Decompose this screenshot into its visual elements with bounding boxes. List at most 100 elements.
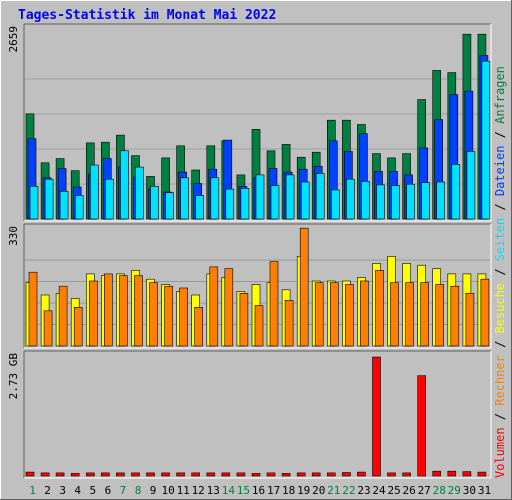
legend-entry: Volumen bbox=[493, 427, 507, 478]
bar-volumen-21 bbox=[326, 472, 336, 477]
x-tick-label: 31 bbox=[478, 484, 491, 497]
bar-volumen-3 bbox=[55, 472, 65, 477]
bar-volumen-7 bbox=[116, 472, 125, 477]
bar-seiten-14 bbox=[225, 188, 235, 220]
bar-rechner-30 bbox=[465, 292, 475, 347]
x-tick-label: 15 bbox=[237, 484, 250, 497]
bar-seiten-10 bbox=[165, 192, 174, 220]
bar-volumen-28 bbox=[432, 470, 442, 477]
x-tick-label: 8 bbox=[135, 484, 142, 497]
bar-volumen-8 bbox=[131, 472, 140, 477]
bar-seiten-23 bbox=[361, 181, 370, 220]
x-tick-label: 5 bbox=[89, 484, 96, 497]
bar-rechner-16 bbox=[254, 305, 264, 347]
bar-volumen-31 bbox=[477, 471, 487, 477]
x-tick-label: 22 bbox=[342, 484, 355, 497]
bar-seiten-30 bbox=[466, 151, 476, 220]
legend-entry: / bbox=[493, 333, 507, 355]
bar-volumen-22 bbox=[342, 472, 351, 477]
bar-seiten-5 bbox=[90, 164, 99, 220]
x-tick-label: 19 bbox=[297, 484, 310, 497]
bar-rechner-29 bbox=[450, 285, 460, 347]
bar-volumen-4 bbox=[70, 473, 80, 477]
bar-volumen-2 bbox=[40, 472, 50, 477]
bar-seiten-7 bbox=[120, 150, 129, 220]
bar-seiten-11 bbox=[180, 177, 189, 220]
bar-volumen-17 bbox=[266, 472, 276, 477]
x-tick-label: 29 bbox=[448, 484, 461, 497]
x-tick-label: 7 bbox=[120, 484, 127, 497]
panel-bottom: 2.73 GB bbox=[7, 350, 492, 479]
x-tick-label: 10 bbox=[161, 484, 174, 497]
bar-rechner-25 bbox=[390, 282, 399, 347]
bar-seiten-13 bbox=[210, 177, 220, 220]
bar-rechner-8 bbox=[134, 275, 143, 347]
bar-seiten-31 bbox=[481, 60, 491, 220]
legend-entry: Dateien bbox=[493, 146, 507, 197]
bar-seiten-28 bbox=[436, 181, 446, 220]
x-tick-label: 4 bbox=[74, 484, 81, 497]
bar-volumen-26 bbox=[402, 472, 411, 477]
bar-volumen-11 bbox=[176, 472, 185, 477]
x-tick-label: 17 bbox=[267, 484, 280, 497]
x-tick-label: 12 bbox=[192, 484, 205, 497]
bar-rechner-24 bbox=[375, 270, 384, 347]
bar-volumen-24 bbox=[372, 356, 381, 477]
x-tick-label: 14 bbox=[222, 484, 236, 497]
panel-top: 2659 bbox=[7, 23, 492, 222]
bar-seiten-26 bbox=[406, 183, 415, 220]
bar-seiten-22 bbox=[346, 178, 355, 220]
bar-volumen-23 bbox=[357, 471, 366, 477]
bar-seiten-3 bbox=[59, 191, 69, 220]
x-tick-label: 20 bbox=[312, 484, 325, 497]
x-tick-label: 28 bbox=[433, 484, 446, 497]
bar-seiten-21 bbox=[330, 189, 340, 220]
bar-rechner-26 bbox=[405, 282, 414, 347]
bar-seiten-1 bbox=[29, 186, 39, 220]
bar-rechner-21 bbox=[329, 282, 339, 347]
bar-seiten-27 bbox=[421, 182, 431, 220]
bar-rechner-20 bbox=[314, 282, 324, 347]
bar-volumen-19 bbox=[296, 472, 306, 477]
bar-seiten-2 bbox=[44, 178, 54, 220]
chart-title: Tages-Statistik im Monat Mai 2022 bbox=[18, 8, 276, 23]
bar-rechner-12 bbox=[194, 306, 203, 347]
bar-volumen-16 bbox=[251, 473, 261, 477]
bar-rechner-10 bbox=[164, 285, 173, 347]
bar-seiten-15 bbox=[240, 188, 250, 220]
x-tick-label: 30 bbox=[463, 484, 476, 497]
bar-rechner-6 bbox=[104, 273, 113, 347]
bar-seiten-17 bbox=[270, 185, 280, 220]
bar-seiten-12 bbox=[195, 195, 204, 220]
bar-rechner-7 bbox=[119, 275, 128, 347]
bar-volumen-25 bbox=[387, 472, 396, 477]
bar-volumen-30 bbox=[462, 471, 472, 477]
bar-seiten-29 bbox=[451, 164, 461, 220]
bar-rechner-3 bbox=[58, 285, 68, 347]
x-tick-label: 23 bbox=[357, 484, 370, 497]
panel-bottom-area bbox=[24, 351, 491, 478]
bar-seiten-9 bbox=[150, 186, 159, 220]
bar-volumen-29 bbox=[447, 470, 457, 477]
x-tick-label: 11 bbox=[177, 484, 190, 497]
x-tick-label: 26 bbox=[402, 484, 415, 497]
bar-volumen-5 bbox=[86, 472, 95, 477]
bar-volumen-20 bbox=[311, 472, 321, 477]
legend-entry: / bbox=[493, 196, 507, 218]
x-tick-label: 25 bbox=[387, 484, 400, 497]
bar-rechner-23 bbox=[360, 280, 369, 347]
x-tick-label: 27 bbox=[418, 484, 431, 497]
bar-volumen-10 bbox=[161, 472, 170, 477]
ymax-label-bottom: 2.73 GB bbox=[7, 353, 20, 400]
bar-seiten-25 bbox=[391, 185, 400, 220]
panel-middle: 330 bbox=[7, 223, 492, 349]
bar-volumen-27 bbox=[417, 375, 427, 477]
bar-seiten-16 bbox=[255, 174, 265, 220]
x-tick-label: 3 bbox=[59, 484, 66, 497]
bar-seiten-20 bbox=[315, 173, 325, 220]
bar-seiten-6 bbox=[105, 178, 114, 220]
bar-rechner-11 bbox=[179, 287, 188, 347]
legend-entry: / bbox=[493, 406, 507, 428]
bar-rechner-27 bbox=[420, 282, 430, 347]
